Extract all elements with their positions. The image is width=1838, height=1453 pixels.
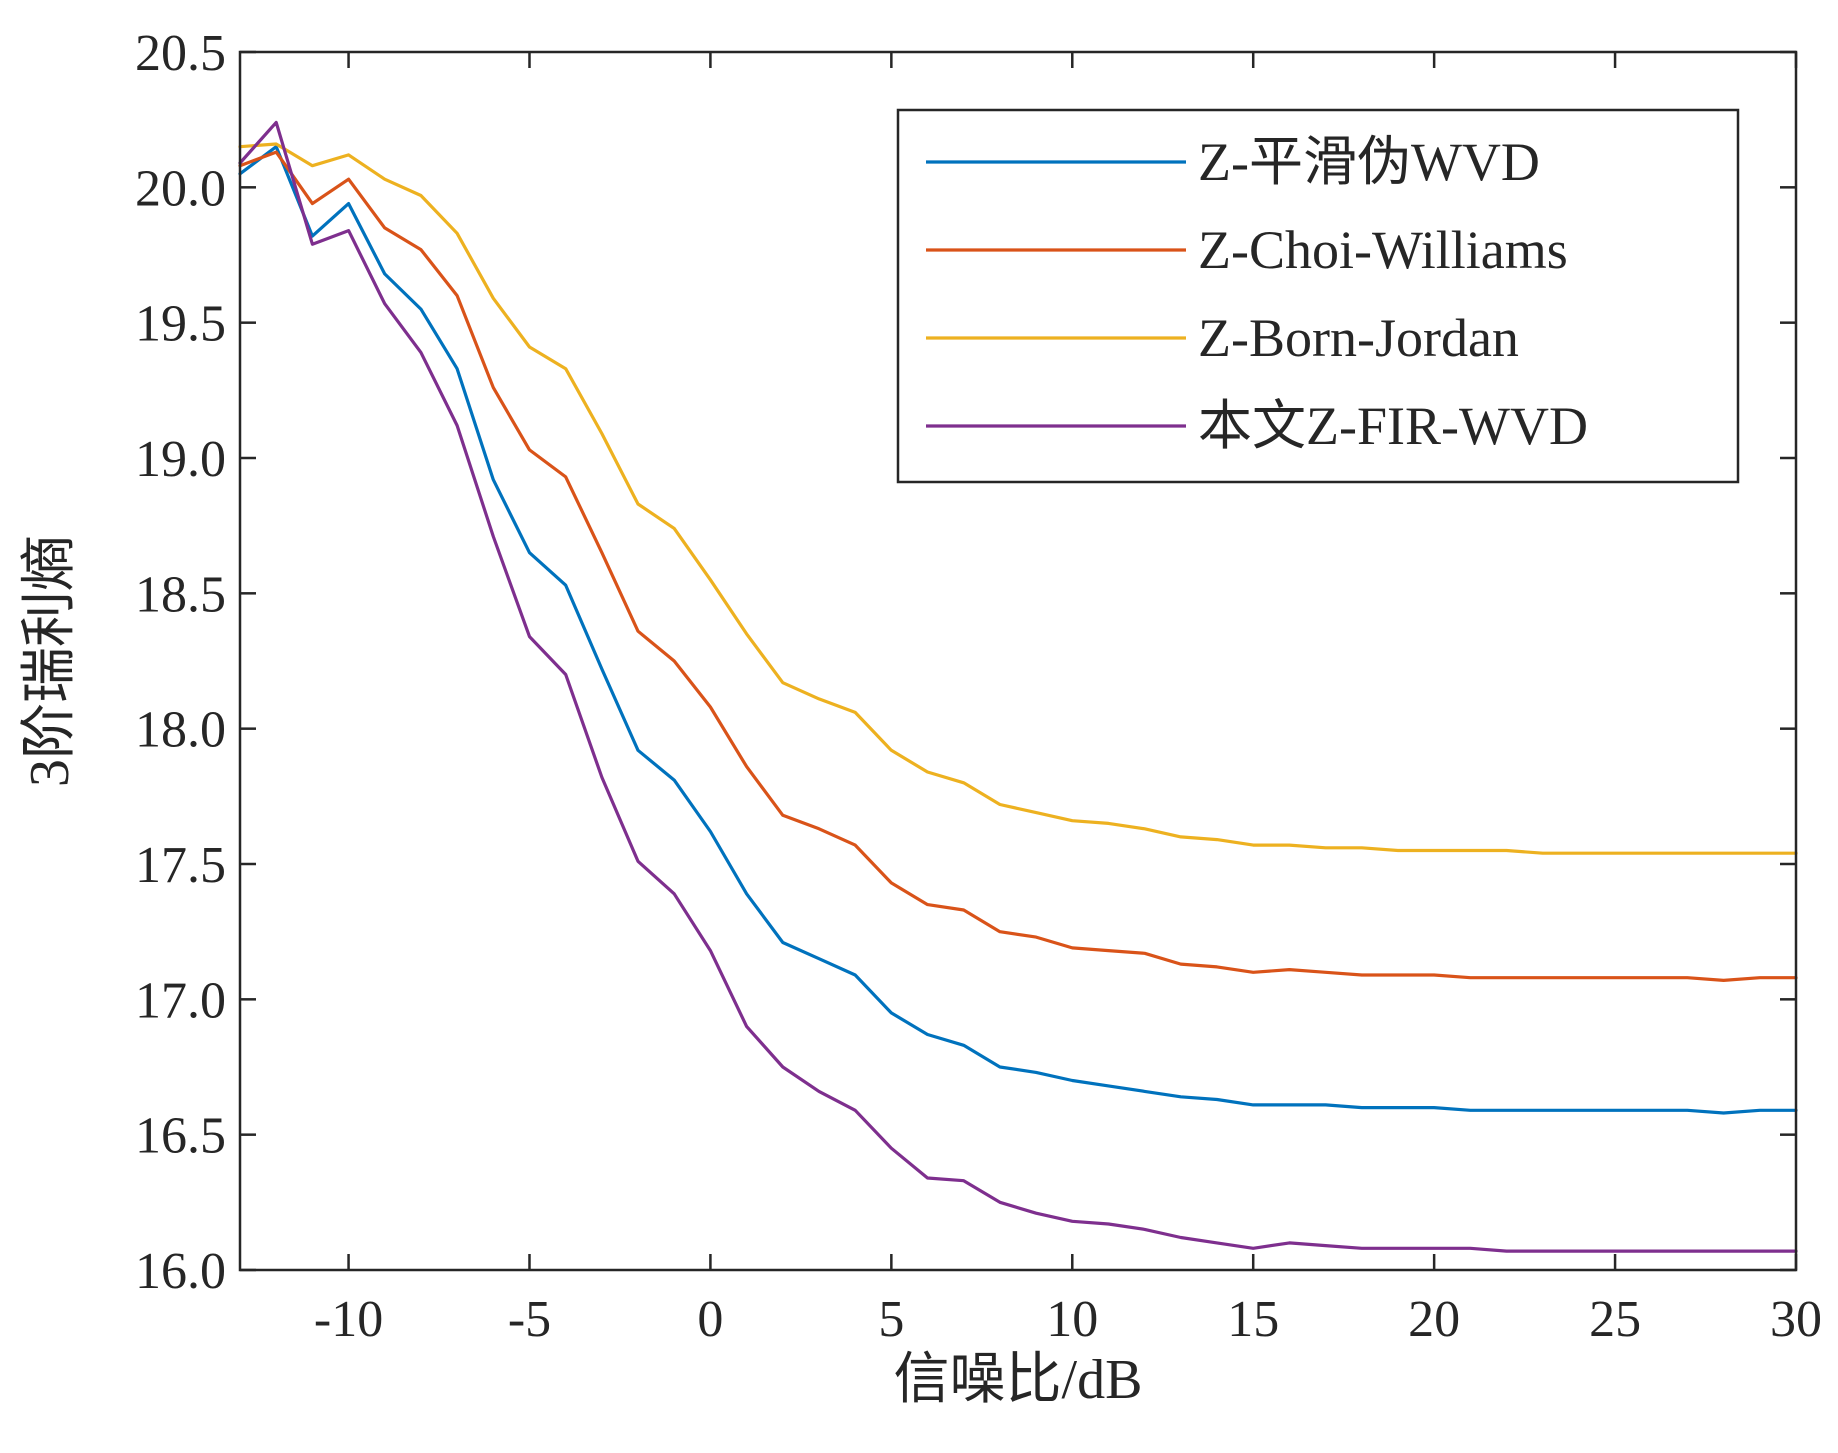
ticks-layer: -10 -5 0 5 10 15 20 25 30 16.0 16.5 17.0 17.5 18.0 18.… xyxy=(135,25,1822,1348)
x-tick-label: 30 xyxy=(1770,1291,1822,1348)
x-tick-label: 0 xyxy=(697,1291,723,1348)
legend-box xyxy=(896,108,1740,484)
legend: Z-平滑伪WVD Z-Choi-Williams Z-Born-Jordan 本文Z-… xyxy=(896,108,1740,484)
series-layer xyxy=(238,120,1798,1253)
y-tick-label: 20.0 xyxy=(135,160,226,217)
y-tick-label: 20.5 xyxy=(135,25,226,82)
y-tick-label: 17.0 xyxy=(135,972,226,1029)
y-tick-label: 19.5 xyxy=(135,296,226,353)
x-tick-label: 25 xyxy=(1589,1291,1641,1348)
legend-label-3: Z-Born-Jordan xyxy=(1198,308,1519,368)
x-tick-label: 20 xyxy=(1408,1291,1460,1348)
y-axis-title: 3阶瑞利熵 xyxy=(19,535,81,787)
y-tick-label: 16.0 xyxy=(135,1243,226,1300)
y-tick-label: 17.5 xyxy=(135,837,226,894)
x-tick-label: 15 xyxy=(1227,1291,1279,1348)
y-tick-label: 18.0 xyxy=(135,702,226,759)
series-line-2 xyxy=(238,150,1798,983)
y-tick-label: 16.5 xyxy=(135,1108,226,1165)
legend-label-1: Z-平滑伪WVD xyxy=(1198,132,1540,192)
series-line-1 xyxy=(238,145,1798,1115)
series-line-4 xyxy=(238,120,1798,1253)
x-tick-label: -5 xyxy=(508,1291,551,1348)
series-line-3 xyxy=(238,142,1798,855)
x-tick-label: -10 xyxy=(314,1291,383,1348)
y-tick-label: 18.5 xyxy=(135,566,226,623)
y-tick-label: 19.0 xyxy=(135,431,226,488)
x-tick-label: 10 xyxy=(1046,1291,1098,1348)
legend-label-4: 本文Z-FIR-WVD xyxy=(1198,396,1588,456)
legend-label-2: Z-Choi-Williams xyxy=(1198,220,1568,280)
x-axis-title: 信噪比/dB xyxy=(894,1349,1143,1411)
x-tick-label: 5 xyxy=(878,1291,904,1348)
plot-frame xyxy=(238,50,1798,1272)
